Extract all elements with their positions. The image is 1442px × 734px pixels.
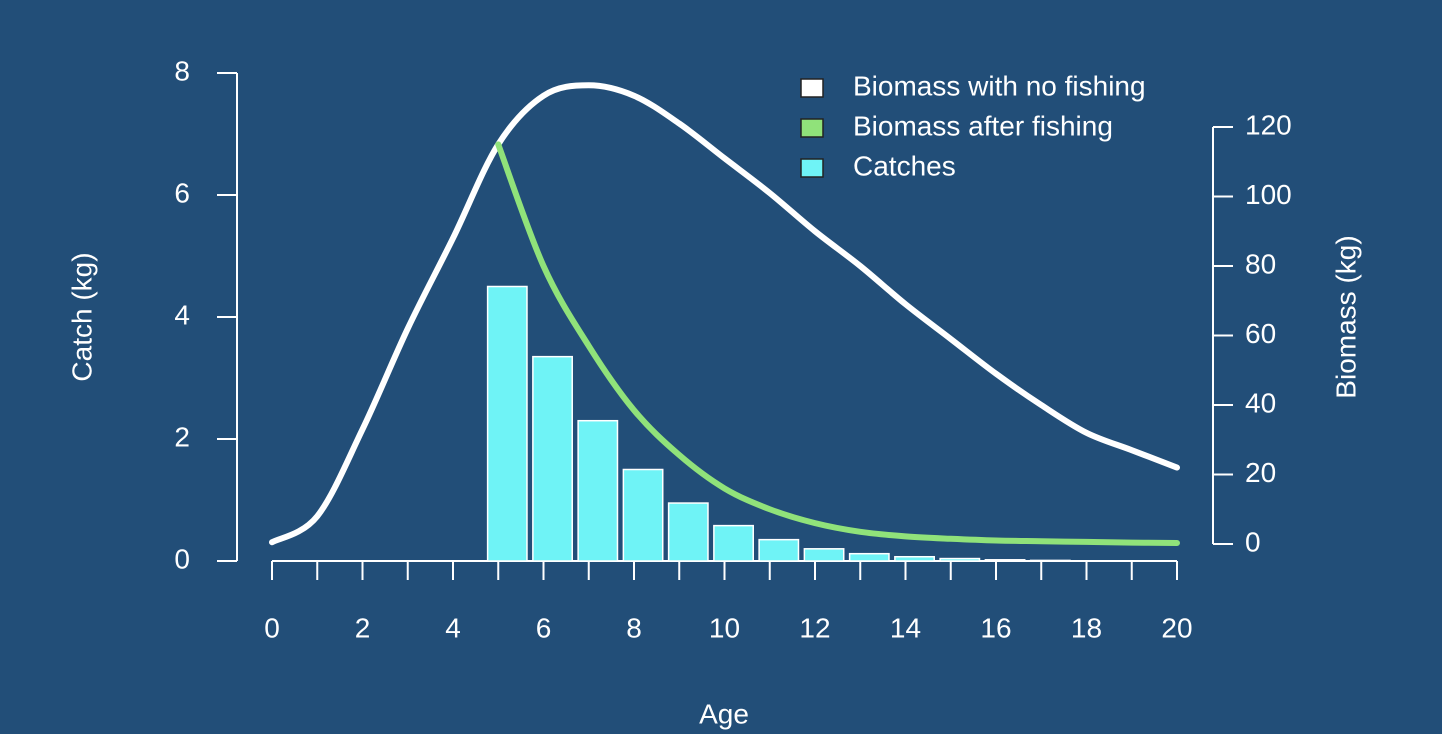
legend-label: Biomass with no fishing <box>853 70 1146 101</box>
y2-axis-title: Biomass (kg) <box>1330 235 1361 398</box>
legend-swatch <box>800 118 824 138</box>
y2-tick-label: 120 <box>1245 109 1292 140</box>
bar <box>622 468 664 562</box>
y-tick-label: 4 <box>174 299 190 330</box>
x-tick-label: 20 <box>1161 612 1192 643</box>
x-tick-label: 14 <box>890 612 921 643</box>
legend-label: Catches <box>853 150 956 181</box>
bar <box>486 285 528 562</box>
x-tick-label: 8 <box>626 612 642 643</box>
bar <box>848 552 890 562</box>
bar <box>713 524 754 562</box>
y2-tick-label: 20 <box>1245 457 1276 488</box>
x-tick-label: 2 <box>355 612 371 643</box>
y2-tick-label: 60 <box>1245 318 1276 349</box>
legend-swatch <box>800 158 824 178</box>
y-tick-label: 6 <box>174 177 190 208</box>
x-axis-title: Age <box>699 698 749 729</box>
bar <box>1029 559 1071 562</box>
bar <box>939 557 981 562</box>
line <box>495 141 1180 546</box>
line <box>269 82 1180 546</box>
x-tick-label: 16 <box>980 612 1011 643</box>
legend-label: Biomass after fishing <box>853 110 1113 141</box>
y-tick-label: 2 <box>174 421 190 452</box>
y2-tick-label: 100 <box>1245 179 1292 210</box>
x-tick-label: 4 <box>445 612 461 643</box>
bar <box>984 559 1026 562</box>
bar <box>577 419 619 562</box>
bar <box>667 502 709 562</box>
bar <box>758 538 800 562</box>
y2-tick-label: 80 <box>1245 248 1276 279</box>
x-tick-label: 18 <box>1071 612 1102 643</box>
y2-tick-label: 40 <box>1245 387 1276 418</box>
bar <box>894 555 935 562</box>
x-tick-label: 6 <box>536 612 552 643</box>
legend-swatch <box>800 78 824 98</box>
x-tick-label: 0 <box>264 612 280 643</box>
y-axis-title: Catch (kg) <box>66 252 97 381</box>
x-tick-label: 12 <box>799 612 830 643</box>
bar <box>803 548 845 562</box>
bar <box>532 355 573 562</box>
x-tick-label: 10 <box>709 612 740 643</box>
y-tick-label: 0 <box>174 543 190 574</box>
y-tick-label: 8 <box>174 55 190 86</box>
y2-tick-label: 0 <box>1245 526 1261 557</box>
